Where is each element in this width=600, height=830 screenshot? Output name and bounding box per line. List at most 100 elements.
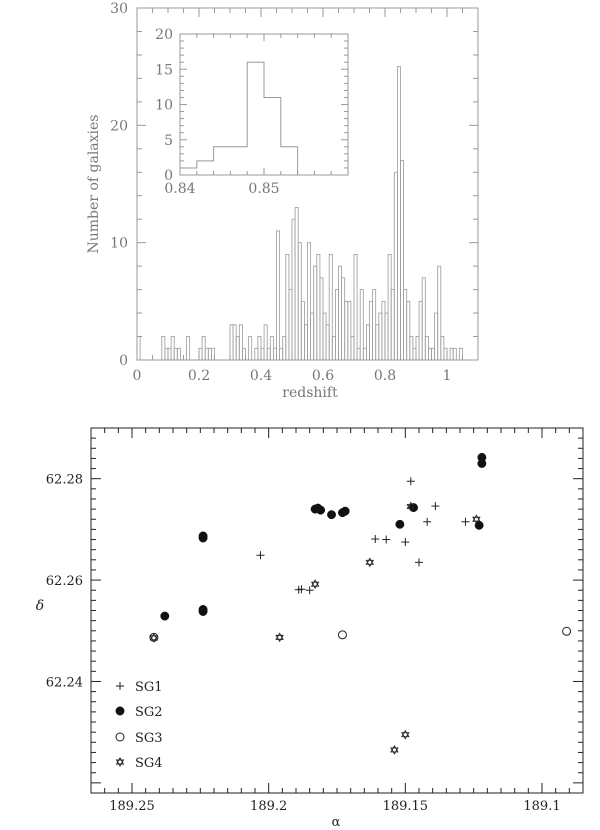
histogram-bar [409,336,414,361]
sg4-point [275,632,284,643]
histogram-bar [328,253,333,361]
histogram-bar [418,300,423,361]
sg4-point [310,579,320,590]
sg1-point [401,538,410,547]
x-tick-label: 189.2 [250,799,287,814]
legend-label-sg2: SG2 [135,705,163,720]
x-tick-label: 0.4 [250,368,272,384]
y-tick-label: 62.28 [46,473,83,488]
histogram-bar [387,253,392,361]
histogram-bar [294,207,299,361]
x-tick-label: 0.2 [188,368,210,384]
x-tick-label: 189.15 [383,799,429,814]
legend-marker-sg2 [115,706,125,716]
histogram-ticks [136,7,479,361]
sg1-point [406,477,415,486]
sg2-point [198,607,208,616]
sg4-point [365,557,375,568]
x-tick-label: 0 [133,368,142,384]
scatter-x-axis-label: α [332,815,341,830]
sg1-point [431,502,440,511]
histogram-bar [285,253,290,361]
inset-y-tick-label: 10 [155,98,173,114]
inset-y-tick-label: 0 [164,168,173,184]
x-tick-label: 0.6 [312,368,334,384]
legend-marker-sg3 [115,732,125,742]
sg4-point [472,514,481,525]
histogram-bar [186,336,191,361]
histogram-bar [372,289,377,361]
sg2-point [316,505,326,515]
histogram-bar [375,324,380,361]
histogram-bar [338,265,342,361]
histogram-bar [207,347,212,361]
histogram-bar [331,336,336,361]
x-tick-label: 189.1 [523,799,560,814]
inset-frame [179,33,349,176]
legend-label-sg3: SG3 [135,731,163,746]
sg4-point [406,501,416,512]
histogram-bar [369,300,373,361]
histogram-bar [356,347,361,361]
histogram-bar [365,324,370,361]
legend-label-sg4: SG4 [135,756,163,771]
sg1-point [297,585,306,594]
histogram-bars [136,66,463,361]
histogram-bar [176,347,181,361]
legend-marker-sg1 [116,682,124,690]
histogram-bar [310,312,315,361]
inset-x-tick-label: 0.84 [164,181,195,197]
histogram-bar [291,218,296,361]
sg3-point [337,630,347,640]
histogram-bar [276,230,280,361]
histogram-bar [396,66,401,361]
histogram-bar [400,160,404,361]
histogram-bar [434,312,439,361]
histogram-bar [424,336,429,361]
histogram-bar [449,347,454,361]
histogram-bar [353,253,358,361]
histogram-bar [307,242,311,361]
sg2-point [477,459,487,468]
histogram-bar [341,277,346,361]
y-tick-label: 0 [119,353,128,369]
histogram-bar [241,347,246,361]
histogram-bar [170,336,175,361]
sg1-point [423,517,432,526]
inset-tick-labels: 0.84 0.85 0 5 10 15 20 [155,27,279,197]
histogram-bar [325,324,330,361]
sg1-point [256,551,265,560]
inset-histogram: 0.84 0.85 0 5 10 15 20 [155,27,349,197]
histogram-bar [173,347,178,361]
sg1-point [371,535,380,544]
histogram-bar [263,324,268,361]
histogram-bar [359,289,364,361]
inset-x-tick-label: 0.85 [248,181,279,197]
sg4-point [149,632,159,643]
histogram-bar [238,324,243,361]
sg1-point [305,586,314,595]
histogram-bar [161,336,166,361]
sg1-point [382,535,391,544]
histogram-bar [378,312,383,361]
sg2-point [327,510,336,520]
y-tick-label: 10 [110,236,128,252]
legend: SG1 SG2 SG3 SG4 [115,680,163,771]
legend-marker-sg4 [115,757,125,767]
histogram-bar [390,289,395,361]
histogram-bar [406,300,411,361]
x-tick-label: 1 [443,368,452,384]
histogram-bar [319,277,324,361]
histogram-bar [303,324,308,361]
histogram-bar [269,336,274,361]
histogram-bar [254,347,259,361]
histogram-y-axis-label: Number of galaxies [86,115,102,254]
histogram-bar [204,347,209,361]
histogram-x-axis-label: redshift [282,385,338,401]
sky-position-scatter-panel: 189.25 189.2 189.15 189.1 62.24 62.26 62.28 SG… [36,427,584,830]
histogram-bar [235,336,240,361]
histogram-bar [452,347,457,361]
histogram-bar [266,347,271,361]
